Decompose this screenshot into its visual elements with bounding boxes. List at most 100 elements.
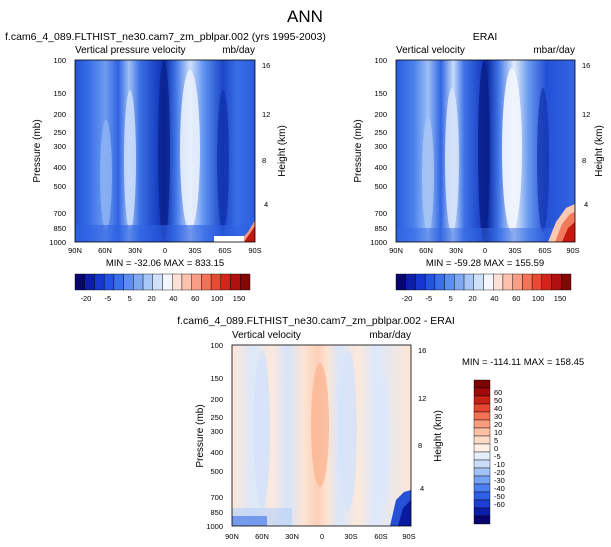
panel-diff-antarctic-strong xyxy=(398,500,411,526)
panel-diff-tropical-positive xyxy=(311,363,329,487)
y2-tick-label: 4 xyxy=(584,200,588,209)
colorbar-label: 20 xyxy=(147,294,155,303)
y2-tick-label: 4 xyxy=(420,484,424,493)
x-tick-label: 60N xyxy=(255,532,269,541)
x-tick-label: 90S xyxy=(248,246,261,255)
panel-model-frame xyxy=(74,59,256,243)
panel-model-ascent-core xyxy=(158,60,170,240)
colorbar-swatch xyxy=(473,387,491,397)
colorbar-label: -50 xyxy=(494,492,505,501)
x-tick-label: 30N xyxy=(285,532,299,541)
colorbar-label: 60 xyxy=(494,388,502,397)
y-tick-label: 500 xyxy=(210,467,223,476)
colorbar-label: 60 xyxy=(512,294,520,303)
colorbar-label: -20 xyxy=(81,294,92,303)
x-tick-label: 60S xyxy=(374,532,387,541)
colorbar-swatch xyxy=(473,395,491,405)
colorbar-label: -10 xyxy=(494,460,505,469)
y-tick-label: 300 xyxy=(210,427,223,436)
x-tick-label: 60S xyxy=(218,246,231,255)
colorbar-label: 40 xyxy=(494,404,502,413)
colorbar-swatch xyxy=(473,451,491,461)
panel-model-storm-sh xyxy=(217,90,229,230)
colorbar-swatch xyxy=(133,273,144,291)
colorbar-label: 60 xyxy=(191,294,199,303)
colorbar-label: 100 xyxy=(532,294,545,303)
colorbar-label: 5 xyxy=(128,294,132,303)
y-tick-label: 250 xyxy=(374,128,387,137)
colorbar-label: 40 xyxy=(169,294,177,303)
panel-obs-lower-layer xyxy=(396,228,575,242)
y2-tick-label: 12 xyxy=(582,110,590,119)
panel-model-antarctic-edge xyxy=(238,220,255,242)
colorbar-swatch xyxy=(395,273,406,291)
panel-diff-y-ticks: 100 150 200 250 300 400 500 700 850 1000 xyxy=(206,341,223,531)
panel-obs: ERAI Vertical velocity mbar/day 100 150 … xyxy=(353,31,605,303)
colorbar-label: -5 xyxy=(104,294,111,303)
colorbar-swatch xyxy=(103,273,115,291)
colorbar-swatch xyxy=(454,273,465,291)
y-tick-label: 300 xyxy=(374,142,387,151)
y2-tick-label: 16 xyxy=(262,61,270,70)
y-tick-label: 700 xyxy=(210,493,223,502)
colorbar-label: -60 xyxy=(494,500,505,509)
colorbar-label: 100 xyxy=(211,294,224,303)
panel-diff-x-ticks: 90N 60N 30N 0 30S 60S 90S xyxy=(225,532,416,541)
panel-model-y2-ticks: 16 12 8 4 xyxy=(262,61,270,209)
colorbar-swatch xyxy=(483,273,494,291)
panel-model-stats: MIN = -32.06 MAX = 833.15 xyxy=(106,258,224,269)
colorbar-swatch xyxy=(210,273,222,291)
panel-diff-sh-negative xyxy=(339,350,357,510)
x-tick-label: 30S xyxy=(508,246,521,255)
x-tick-label: 90N xyxy=(225,532,239,541)
x-tick-label: 30S xyxy=(344,532,357,541)
y-tick-label: 200 xyxy=(374,110,387,119)
x-tick-label: 60N xyxy=(419,246,433,255)
panel-model-midlat-nh xyxy=(100,120,112,230)
colorbar-label: -5 xyxy=(494,452,501,461)
panel-obs-subtitle-right: mbar/day xyxy=(533,45,575,56)
panel-obs-colorbar: -20 -5 5 20 40 60 100 150 xyxy=(395,273,572,303)
y-tick-label: 1000 xyxy=(370,238,387,247)
colorbar-swatch xyxy=(473,443,491,453)
colorbar-label: 30 xyxy=(494,412,502,421)
x-tick-label: 30N xyxy=(128,246,142,255)
panel-obs-stats: MIN = -59.28 MAX = 155.59 xyxy=(426,258,544,269)
panel-diff-title: f.cam6_4_089.FLTHIST_ne30.cam7_zm_pblpar… xyxy=(177,315,455,327)
panel-diff-subtitle-left: Vertical velocity xyxy=(232,330,301,341)
panel-obs-y-ticks: 100 150 200 250 300 400 500 700 850 1000 xyxy=(370,56,387,247)
y-tick-label: 700 xyxy=(374,209,387,218)
y2-tick-label: 4 xyxy=(264,200,268,209)
colorbar-swatch xyxy=(473,427,491,437)
y2-tick-label: 16 xyxy=(582,61,590,70)
panel-model-lower-layer xyxy=(75,225,255,242)
colorbar-swatch xyxy=(561,273,572,291)
colorbar-swatch xyxy=(541,273,552,291)
panel-obs-title: ERAI xyxy=(473,31,498,43)
colorbar-swatch xyxy=(220,273,231,291)
colorbar-swatch xyxy=(473,515,491,525)
colorbar-swatch xyxy=(240,273,251,291)
x-tick-label: 0 xyxy=(320,532,324,541)
panel-obs-subtitle-left: Vertical velocity xyxy=(396,45,465,56)
y-tick-label: 400 xyxy=(374,163,387,172)
panel-diff-frame xyxy=(231,344,412,527)
colorbar-swatch xyxy=(405,273,416,291)
panel-model-subtitle-right: mb/day xyxy=(222,45,255,56)
panel-diff-sh-midlat-negative xyxy=(377,370,389,510)
x-tick-label: 90S xyxy=(566,246,579,255)
y-tick-label: 1000 xyxy=(206,522,223,531)
colorbar-swatch xyxy=(201,273,212,291)
colorbar-swatch xyxy=(473,491,491,501)
y-tick-label: 250 xyxy=(53,128,66,137)
y-tick-label: 200 xyxy=(210,395,223,404)
colorbar-label: 40 xyxy=(490,294,498,303)
panel-model-subsidence-sh xyxy=(180,70,200,230)
panel-obs-y2label: Height (km) xyxy=(594,125,605,177)
colorbar-swatch xyxy=(473,475,491,485)
colorbar-label: 10 xyxy=(494,428,502,437)
colorbar-swatch xyxy=(152,273,163,291)
x-tick-label: 60N xyxy=(98,246,112,255)
